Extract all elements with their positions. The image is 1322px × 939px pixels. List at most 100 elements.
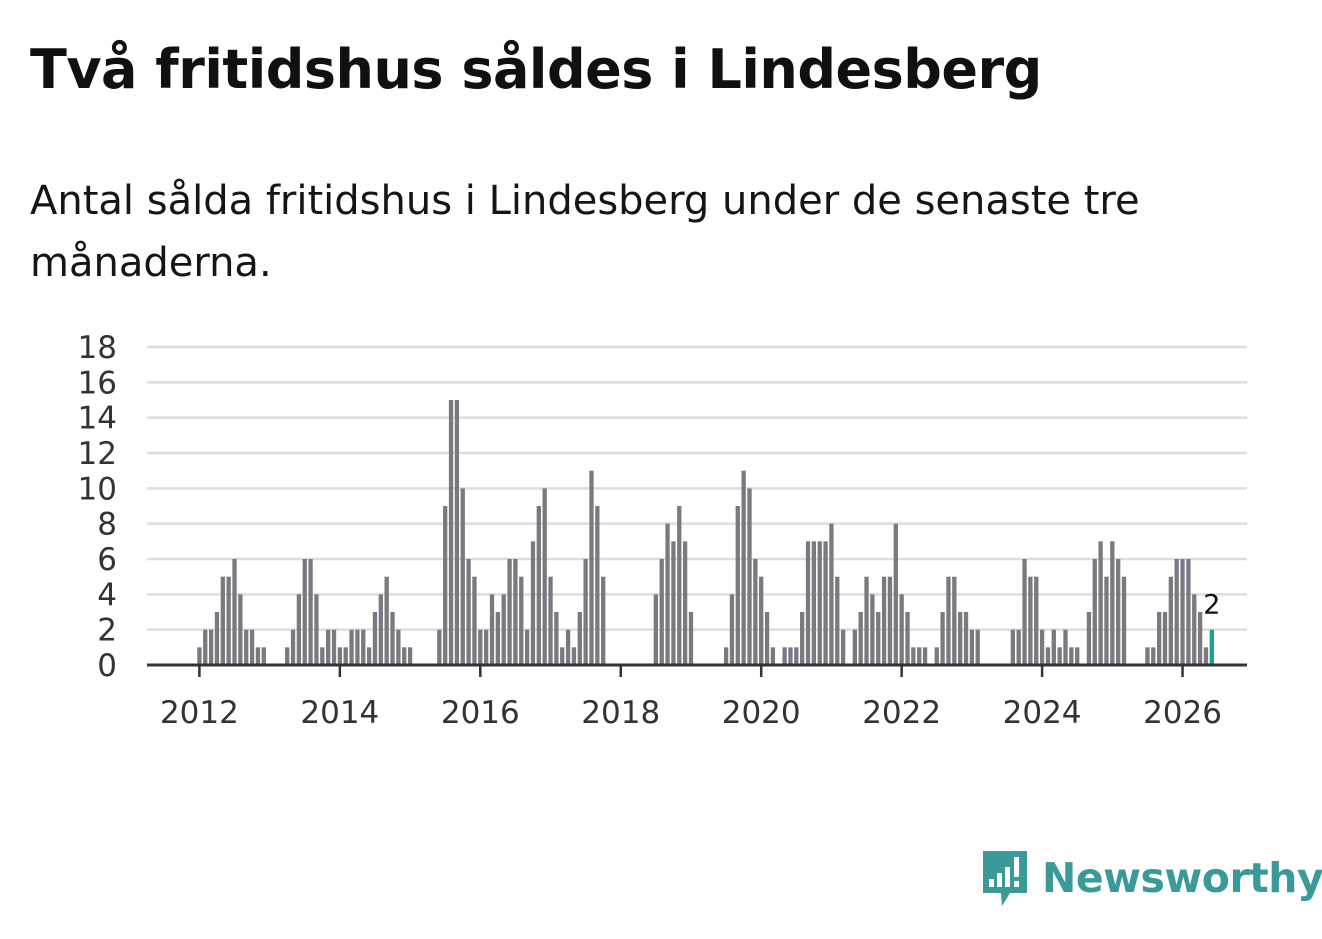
bar (800, 612, 805, 665)
bar (677, 506, 682, 665)
bar (1057, 647, 1062, 665)
bar (337, 647, 343, 665)
bar (1039, 629, 1045, 665)
bar (343, 647, 348, 665)
bar (214, 612, 220, 665)
x-tick-label: 2014 (300, 695, 379, 731)
bar (589, 470, 594, 665)
bar (864, 576, 869, 665)
bar (524, 629, 530, 665)
bar (443, 506, 448, 665)
bar (887, 576, 893, 665)
bar (958, 612, 963, 665)
bar (788, 647, 793, 665)
bar (1028, 576, 1033, 665)
bar (829, 523, 834, 665)
bar (940, 612, 945, 665)
bar (876, 612, 881, 665)
bar (238, 594, 243, 665)
bar (501, 594, 506, 665)
bar (1075, 647, 1080, 665)
bar (1145, 647, 1150, 665)
bar (969, 629, 975, 665)
bar (747, 488, 752, 665)
bar (665, 523, 670, 665)
y-tick-label: 16 (78, 365, 117, 401)
bar (805, 541, 811, 665)
bar (261, 647, 266, 665)
bar (478, 629, 483, 665)
bar (361, 629, 366, 665)
bar (653, 594, 659, 665)
bar (542, 488, 547, 665)
bar (1098, 541, 1103, 665)
bar (1034, 576, 1039, 665)
bar (249, 629, 255, 665)
bar (507, 559, 512, 665)
bar (407, 647, 413, 665)
bar (302, 559, 307, 665)
bar (326, 629, 331, 665)
x-tick-label: 2022 (862, 695, 941, 731)
bar (682, 541, 688, 665)
y-tick-label: 18 (78, 330, 117, 366)
chart-subtitle: Antal sålda fritidshus i Lindesberg unde… (30, 178, 1140, 286)
bar (1192, 594, 1197, 665)
bar (460, 488, 465, 665)
bar (735, 506, 740, 665)
bar (1162, 612, 1168, 665)
bar (899, 594, 904, 665)
bar (946, 576, 951, 665)
bar (554, 612, 559, 665)
bar (1203, 647, 1209, 665)
bar (1045, 647, 1051, 665)
bar (764, 612, 770, 665)
y-tick-label: 14 (78, 401, 117, 437)
bar (454, 400, 460, 665)
bar (770, 647, 776, 665)
bar (922, 647, 928, 665)
bar (1010, 629, 1015, 665)
bar (858, 612, 863, 665)
bar (1180, 559, 1185, 665)
bar (741, 470, 746, 665)
bar (753, 559, 758, 665)
bar (220, 576, 225, 665)
bar (893, 523, 898, 665)
bar (232, 559, 237, 665)
bar (852, 629, 857, 665)
bar (466, 559, 471, 665)
bar (1022, 559, 1027, 665)
x-tick-label: 2024 (1003, 695, 1082, 731)
bar (331, 629, 337, 665)
bar (870, 594, 875, 665)
bar (952, 576, 957, 665)
bar (688, 612, 694, 665)
bar (759, 576, 764, 665)
bar (840, 629, 846, 665)
bar (1116, 559, 1121, 665)
bar (1156, 612, 1162, 665)
bar (519, 576, 524, 665)
bar (560, 647, 565, 665)
bar (244, 629, 249, 665)
bar (384, 576, 389, 665)
bar (536, 506, 541, 665)
bar (1151, 647, 1156, 665)
bar (911, 647, 916, 665)
bar (226, 576, 231, 665)
bar (583, 559, 588, 665)
bar (366, 647, 372, 665)
bar (296, 594, 302, 665)
bar (390, 612, 395, 665)
bar (396, 629, 401, 665)
bar (349, 629, 354, 665)
bar (314, 594, 319, 665)
bar (1051, 629, 1056, 665)
bar (1063, 629, 1068, 665)
bar (823, 541, 828, 665)
bar (1069, 647, 1074, 665)
bar (917, 647, 922, 665)
bar (255, 647, 261, 665)
x-tick-label: 2012 (160, 695, 239, 731)
